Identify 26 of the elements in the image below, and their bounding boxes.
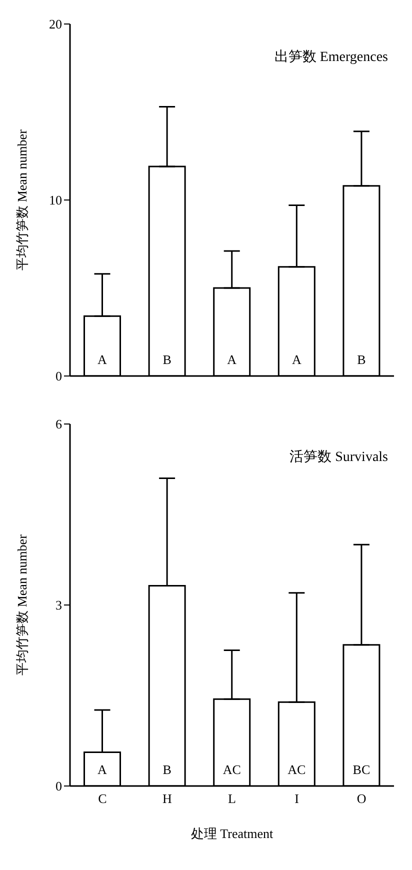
- data-label: AC: [288, 762, 306, 777]
- x-axis-title: 处理 Treatment: [190, 826, 274, 841]
- data-label: A: [227, 352, 238, 367]
- y-axis-title: 平均竹笋数 Mean number: [14, 534, 30, 676]
- y-tick-label: 0: [56, 368, 62, 384]
- data-label: AC: [222, 762, 241, 777]
- y-tick-label: 20: [49, 16, 62, 32]
- y-tick-label: 10: [49, 192, 62, 208]
- x-tick-label: C: [98, 791, 107, 806]
- data-label: B: [357, 352, 366, 367]
- data-label: A: [98, 352, 108, 367]
- x-tick-label: H: [162, 791, 172, 806]
- data-label: B: [162, 762, 172, 777]
- x-tick-label: O: [356, 791, 366, 806]
- data-label: A: [292, 352, 302, 367]
- x-tick-label: L: [228, 791, 236, 806]
- data-label: B: [162, 352, 172, 367]
- y-axis-title: 平均竹笋数 Mean number: [14, 128, 30, 270]
- text: 出笋数 Emergences: [274, 48, 388, 66]
- y-tick-label: 6: [56, 416, 62, 432]
- data-label: A: [98, 762, 108, 777]
- y-tick-label: 0: [56, 778, 62, 794]
- x-tick-label: I: [294, 791, 299, 806]
- data-label: BC: [352, 762, 370, 777]
- y-tick-label: 3: [56, 598, 62, 613]
- text: 活笋数 Survivals: [290, 448, 388, 466]
